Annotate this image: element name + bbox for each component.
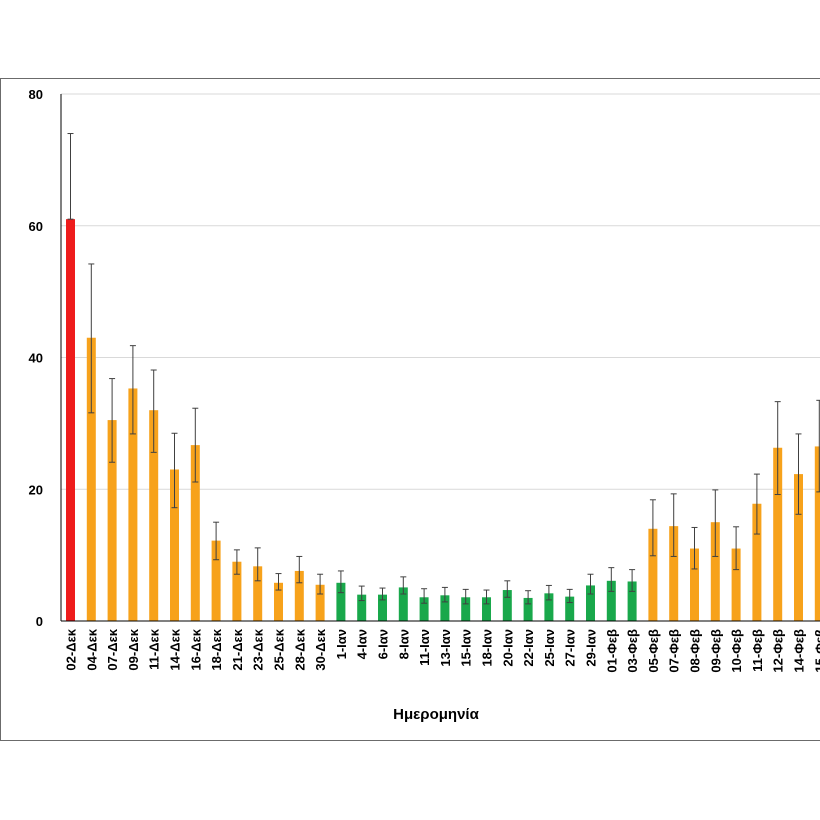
bar (170, 469, 179, 621)
x-tick-label: 30-Δεκ (313, 628, 328, 670)
x-tick-label: 05-Φεβ (646, 629, 661, 673)
bar (66, 219, 75, 621)
x-tick-label: 28-Δεκ (292, 628, 307, 670)
y-tick-label: 80 (29, 87, 43, 102)
x-tick-label: 27-Ιαν (563, 629, 578, 667)
bar (86, 337, 96, 621)
x-tick-label: 25-Δεκ (272, 628, 287, 670)
x-tick-label: 23-Δεκ (251, 628, 266, 670)
bar (190, 445, 200, 621)
bar (461, 597, 471, 621)
x-tick-label: 11-Ιαν (417, 629, 432, 666)
gridlines (61, 93, 820, 490)
x-tick-label: 6-Ιαν (376, 629, 391, 659)
bar (482, 597, 491, 621)
x-tick-label: 4-Ιαν (355, 629, 370, 659)
bar (710, 522, 720, 621)
y-axis-ticks: 0 20 40 60 80 (29, 87, 43, 629)
bar (211, 540, 221, 621)
y-tick-label: 0 (36, 614, 43, 629)
x-tick-label: 09-Δεκ (126, 628, 141, 670)
bar (128, 388, 138, 621)
y-tick-label: 20 (29, 482, 43, 497)
bar (523, 597, 533, 621)
x-tick-label: 01-Φεβ (604, 629, 619, 673)
x-tick-label: 07-Φεβ (667, 629, 682, 673)
bar (357, 594, 367, 621)
bar (814, 446, 820, 621)
chart-frame (0, 78, 820, 741)
x-tick-label: 1-Ιαν (334, 629, 349, 659)
x-tick-label: 8-Ιαν (396, 629, 411, 659)
x-tick-label: 02-Δεκ (64, 628, 79, 670)
x-axis-labels: 02-Δεκ 04-Δεκ 07-Δεκ 09-Δεκ 11-Δεκ 14-Δεκ 16-Δ… (64, 628, 820, 672)
x-tick-label: 15-Φεβ (812, 629, 820, 673)
x-tick-label: 07-Δεκ (105, 628, 120, 670)
x-tick-label: 03-Φεβ (625, 629, 640, 673)
bar (336, 582, 346, 621)
bar (398, 587, 408, 621)
error-bars (67, 133, 820, 605)
bar (232, 561, 242, 621)
x-tick-label: 14-Φεβ (792, 629, 807, 673)
bar (690, 548, 699, 621)
bar (669, 526, 679, 621)
bar (794, 474, 803, 621)
bar (253, 566, 263, 621)
bar (752, 503, 762, 621)
x-tick-label: 08-Φεβ (688, 629, 703, 673)
x-tick-label: 29-Ιαν (584, 629, 599, 667)
x-tick-label: 20-Ιαν (500, 629, 515, 667)
bar (565, 596, 575, 621)
x-tick-label: 11-Δεκ (147, 628, 162, 670)
bar (274, 582, 283, 621)
bar (606, 580, 616, 621)
x-tick-label: 09-Φεβ (708, 629, 723, 673)
bar (502, 590, 512, 621)
x-axis-title: Ημερομηνία (393, 706, 479, 723)
x-tick-label: 21-Δεκ (230, 628, 245, 670)
bar (149, 410, 159, 621)
bar (378, 594, 387, 621)
bar (107, 420, 117, 621)
bars (66, 219, 820, 621)
x-tick-label: 18-Ιαν (480, 629, 495, 667)
x-tick-label: 04-Δεκ (84, 628, 99, 670)
x-tick-label: 11-Φεβ (750, 629, 765, 672)
x-tick-label: 22-Ιαν (521, 629, 536, 667)
bar (586, 585, 595, 621)
x-tick-label: 13-Ιαν (438, 629, 453, 667)
x-tick-label: 18-Δεκ (209, 628, 224, 670)
y-tick-label: 60 (29, 219, 43, 234)
x-tick-label: 16-Δεκ (188, 628, 203, 670)
bar (773, 447, 783, 621)
bar (315, 584, 325, 621)
bar (440, 595, 450, 621)
x-tick-label: 10-Φεβ (729, 629, 744, 673)
x-tick-label: 15-Ιαν (459, 629, 474, 667)
bar (419, 597, 429, 621)
bar (731, 548, 741, 621)
y-tick-label: 40 (29, 351, 43, 366)
x-tick-label: 12-Φεβ (771, 629, 786, 673)
bar (544, 593, 554, 621)
x-tick-label: 25-Ιαν (542, 629, 557, 667)
bar (294, 570, 304, 621)
bar (627, 581, 637, 621)
bar (648, 528, 658, 621)
x-tick-label: 14-Δεκ (168, 628, 183, 670)
